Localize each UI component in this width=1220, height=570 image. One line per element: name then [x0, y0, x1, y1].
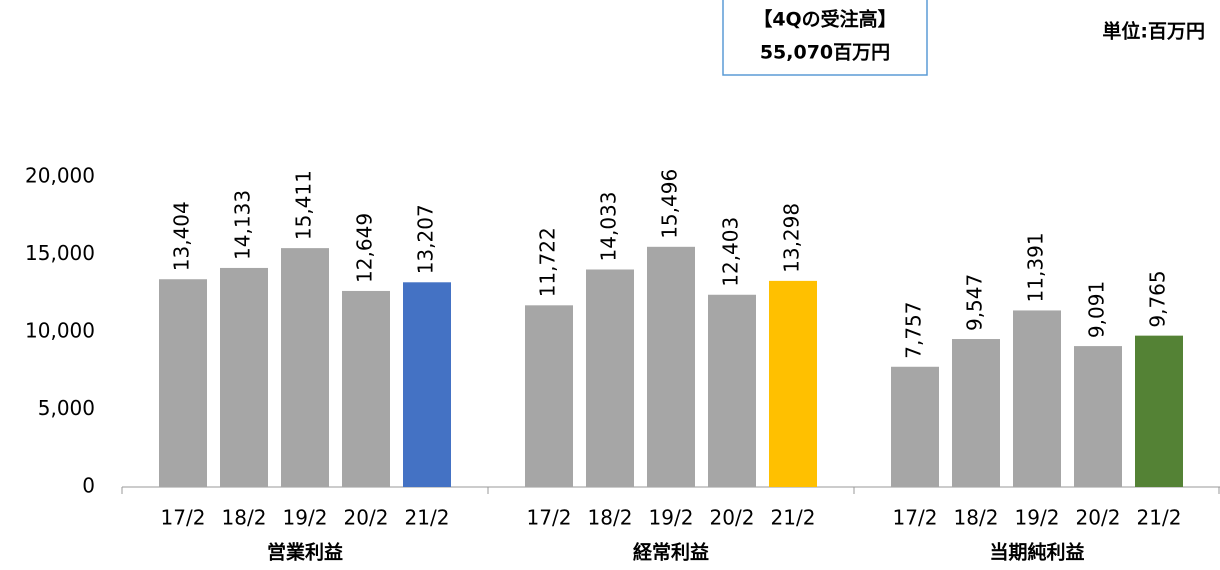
value-label: 15,496 [658, 169, 682, 239]
group-label: 営業利益 [267, 541, 343, 564]
group-label: 当期純利益 [989, 541, 1084, 564]
x-tick-label: 21/2 [771, 506, 816, 530]
bar [159, 279, 207, 487]
y-tick-label: 20,000 [25, 164, 95, 188]
x-tick-label: 19/2 [1015, 506, 1060, 530]
value-label: 13,207 [414, 204, 438, 274]
bar [342, 290, 390, 487]
bar [769, 280, 817, 487]
bar [891, 366, 939, 487]
group-label: 経常利益 [633, 541, 709, 564]
bar [1074, 346, 1122, 487]
annotation: 【4Qの受注高】 [753, 8, 896, 31]
bar [1013, 310, 1061, 487]
y-tick-label: 5,000 [38, 396, 95, 420]
bar [647, 246, 695, 487]
annotation-box [722, 0, 928, 76]
bar [1135, 335, 1183, 487]
x-tick-label: 19/2 [283, 506, 328, 530]
x-tick-label: 18/2 [588, 506, 633, 530]
bar [281, 248, 329, 487]
x-tick-label: 20/2 [710, 506, 755, 530]
annotation: 55,070百万円 [760, 42, 890, 64]
value-label: 12,649 [353, 213, 377, 283]
bar [708, 294, 756, 487]
value-label: 11,722 [536, 227, 560, 297]
x-tick-label: 17/2 [527, 506, 572, 530]
bar [586, 269, 634, 487]
bar [952, 339, 1000, 487]
y-tick-label: 10,000 [25, 319, 95, 343]
value-label: 13,298 [780, 203, 804, 273]
value-label: 9,547 [963, 274, 987, 331]
value-label: 12,403 [719, 217, 743, 287]
unit-label: 単位:百万円 [1102, 20, 1205, 43]
value-label: 9,091 [1085, 281, 1109, 338]
x-tick-label: 21/2 [1137, 506, 1182, 530]
x-tick-label: 17/2 [893, 506, 938, 530]
x-tick-label: 19/2 [649, 506, 694, 530]
value-label: 9,765 [1146, 270, 1170, 327]
y-tick-label: 0 [82, 474, 95, 498]
bar [525, 305, 573, 487]
bar [403, 282, 451, 487]
value-label: 14,133 [231, 190, 255, 260]
y-tick-label: 15,000 [25, 241, 95, 265]
x-tick-label: 17/2 [161, 506, 206, 530]
x-tick-label: 20/2 [1076, 506, 1121, 530]
x-tick-label: 18/2 [222, 506, 267, 530]
value-label: 7,757 [902, 302, 926, 359]
value-label: 15,411 [292, 170, 316, 240]
value-label: 14,033 [597, 192, 621, 262]
value-label: 11,391 [1024, 232, 1048, 302]
x-tick-label: 18/2 [954, 506, 999, 530]
value-label: 13,404 [170, 201, 194, 271]
x-tick-label: 21/2 [405, 506, 450, 530]
x-tick-label: 20/2 [344, 506, 389, 530]
bar [220, 267, 268, 487]
